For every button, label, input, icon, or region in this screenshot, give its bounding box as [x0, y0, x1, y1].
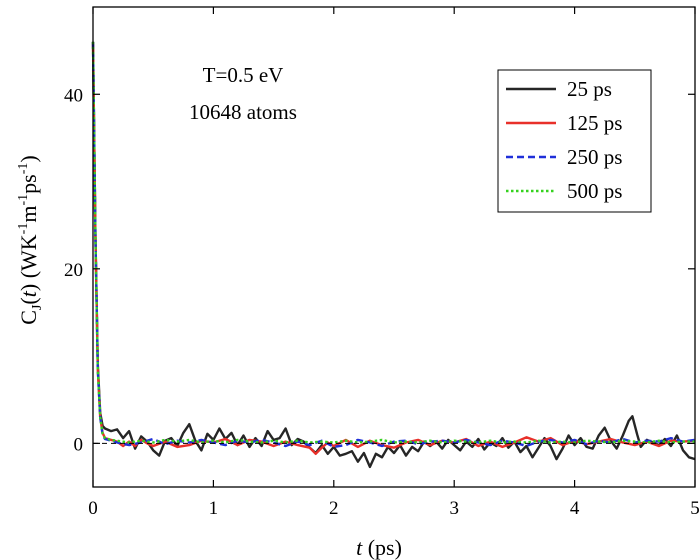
plot-frame	[92, 6, 696, 488]
y-axis-label: CJ(t) (WK-1m-1ps-1)	[16, 155, 45, 324]
series-line-4	[91, 41, 695, 444]
legend: 25 ps 125 ps 250 ps 500 ps	[497, 69, 652, 213]
y-tick-label: 20	[64, 260, 83, 281]
x-tick-label: 3	[449, 498, 459, 519]
annotation-temperature: T=0.5 eV	[203, 63, 284, 87]
legend-label-3: 250 ps	[567, 145, 622, 169]
x-tick-label: 4	[570, 498, 580, 519]
series-lines	[91, 41, 696, 469]
x-tick-label: 1	[209, 498, 219, 519]
x-tick-label: 2	[329, 498, 339, 519]
x-tick-label: 5	[690, 498, 700, 519]
annotation-atoms: 10648 atoms	[189, 100, 297, 124]
x-tick-label: 0	[88, 498, 98, 519]
legend-label-2: 125 ps	[567, 111, 622, 135]
legend-box	[497, 69, 652, 213]
legend-label-1: 25 ps	[567, 77, 612, 101]
legend-label-4: 500 ps	[567, 179, 622, 203]
axis-ticks: 0 1 2 3 4 5 0 20 40	[64, 7, 700, 519]
y-tick-label: 40	[64, 85, 83, 106]
y-tick-label: 0	[74, 434, 84, 455]
series-line-3	[91, 41, 696, 449]
x-axis-label: t (ps)	[356, 535, 402, 560]
